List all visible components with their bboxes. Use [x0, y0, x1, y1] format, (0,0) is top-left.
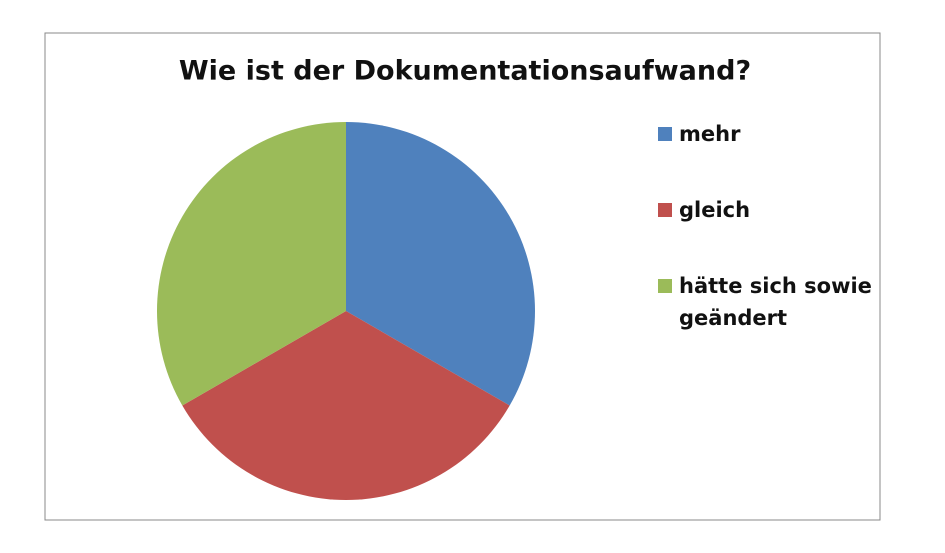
legend-label: mehr — [679, 122, 741, 146]
legend-item: mehr — [658, 118, 873, 150]
legend-swatch — [658, 127, 672, 141]
legend-item: gleich — [658, 194, 873, 226]
chart-title: Wie ist der Dokumentationsaufwand? — [179, 56, 751, 87]
pie-slice — [182, 311, 510, 500]
legend: mehr gleich hätte sich sowie geändert — [658, 118, 873, 378]
legend-label: hätte sich sowie geändert — [679, 274, 872, 330]
pie-slice — [346, 122, 535, 406]
legend-swatch — [658, 203, 672, 217]
legend-swatch — [658, 279, 672, 293]
pie-slice — [157, 122, 346, 406]
legend-label: gleich — [679, 198, 751, 222]
legend-item: hätte sich sowie geändert — [658, 270, 873, 334]
